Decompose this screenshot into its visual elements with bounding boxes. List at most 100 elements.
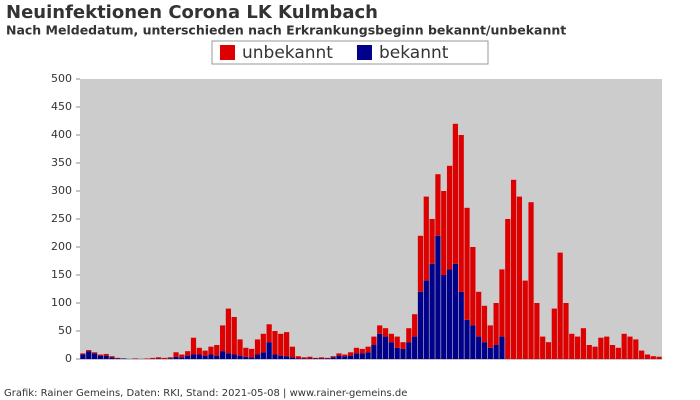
- bar-segment: [470, 247, 476, 326]
- bar-segment: [545, 342, 552, 359]
- bar-segment: [190, 354, 197, 359]
- bar-segment: [516, 196, 523, 359]
- bar-segment: [429, 263, 435, 359]
- bar-segment: [644, 354, 651, 359]
- bar-segment: [243, 347, 249, 357]
- bar-segment: [435, 174, 441, 236]
- y-tick-label: 400: [51, 128, 72, 141]
- bar-segment: [307, 358, 313, 359]
- bar-segment: [365, 346, 371, 353]
- bar-segment: [272, 331, 278, 355]
- bar-segment: [249, 348, 255, 358]
- bar-segment: [417, 291, 424, 359]
- bar-segment: [487, 325, 493, 348]
- bar-segment: [121, 358, 127, 359]
- bar-segment: [406, 328, 412, 343]
- bar-segment: [155, 357, 162, 359]
- bar-segment: [109, 357, 115, 359]
- bar-segment: [476, 291, 482, 337]
- bar-segment: [604, 336, 610, 359]
- bar-segment: [115, 357, 121, 359]
- bar-segment: [353, 347, 360, 354]
- bar-segment: [342, 356, 348, 359]
- bar-segment: [499, 336, 505, 359]
- bar-segment: [400, 348, 406, 359]
- bar-segment: [103, 355, 109, 359]
- bar-segment: [173, 352, 179, 357]
- bar-segment: [173, 356, 179, 359]
- bar-segment: [423, 280, 429, 359]
- bar-segment: [190, 337, 197, 355]
- bar-segment: [313, 358, 319, 359]
- bar-segment: [132, 358, 138, 359]
- bar-segment: [499, 269, 505, 337]
- y-tick-label: 150: [51, 268, 72, 281]
- bar-segment: [412, 336, 418, 359]
- bar-segment: [260, 352, 266, 359]
- legend-swatch: [220, 45, 235, 60]
- bar-segment: [464, 319, 470, 359]
- bar-segment: [412, 314, 418, 337]
- bar-segment: [534, 303, 540, 359]
- bar-segment: [214, 355, 220, 359]
- bar-segment: [231, 317, 237, 355]
- bar-segment: [464, 207, 470, 320]
- bar-segment: [225, 353, 232, 359]
- chart-title: Neuinfektionen Corona LK Kulmbach: [6, 2, 378, 23]
- bar-segment: [284, 332, 290, 357]
- bar-segment: [167, 357, 173, 359]
- bar-segment: [627, 336, 633, 359]
- bar-segment: [615, 347, 621, 359]
- bar-segment: [540, 336, 546, 359]
- bar-segment: [406, 342, 412, 359]
- bar-segment: [254, 354, 261, 359]
- bar-segment: [254, 339, 261, 355]
- bar-segment: [580, 328, 587, 359]
- bar-segment: [458, 291, 464, 359]
- bar-segment: [435, 235, 441, 359]
- bar-segment: [202, 350, 208, 356]
- bar-segment: [289, 346, 296, 358]
- bar-segment: [167, 358, 173, 359]
- bar-segment: [318, 357, 325, 359]
- y-tick-label: 300: [51, 184, 72, 197]
- bar-segment: [476, 336, 482, 359]
- bar-segment: [266, 324, 272, 343]
- bar-segment: [377, 325, 383, 334]
- legend-swatch: [356, 45, 372, 60]
- bar-segment: [481, 305, 488, 343]
- bar-segment: [359, 353, 365, 359]
- bar-segment: [348, 352, 354, 356]
- bar-segment: [80, 354, 86, 359]
- y-tick-label: 50: [58, 324, 72, 337]
- bar-segment: [481, 342, 488, 359]
- bar-segment: [493, 345, 499, 359]
- bar-segment: [237, 339, 243, 356]
- bar-segment: [528, 202, 534, 359]
- y-tick-label: 500: [51, 72, 72, 85]
- bar-segment: [493, 303, 499, 345]
- bar-segment: [458, 135, 464, 292]
- bar-segment: [231, 354, 237, 359]
- y-tick-label: 250: [51, 212, 72, 225]
- bar-segment: [196, 347, 202, 355]
- bar-segment: [219, 325, 226, 352]
- bar-segment: [225, 308, 232, 354]
- y-tick-label: 0: [65, 352, 72, 365]
- bar-segment: [266, 342, 272, 359]
- bar-segment: [563, 303, 569, 359]
- bar-segment: [313, 357, 319, 359]
- bar-segment: [86, 350, 92, 352]
- bar-segment: [324, 358, 330, 359]
- bar-segment: [441, 275, 447, 359]
- bar-segment: [359, 348, 365, 354]
- bar-segment: [196, 354, 202, 359]
- bar-segment: [295, 356, 301, 359]
- bar-segment: [400, 342, 406, 349]
- bar-segment: [575, 336, 581, 359]
- bar-segment: [109, 356, 115, 358]
- y-tick-label: 200: [51, 240, 72, 253]
- bar-segment: [505, 219, 511, 359]
- bar-segment: [650, 356, 656, 359]
- bar-segment: [394, 336, 400, 348]
